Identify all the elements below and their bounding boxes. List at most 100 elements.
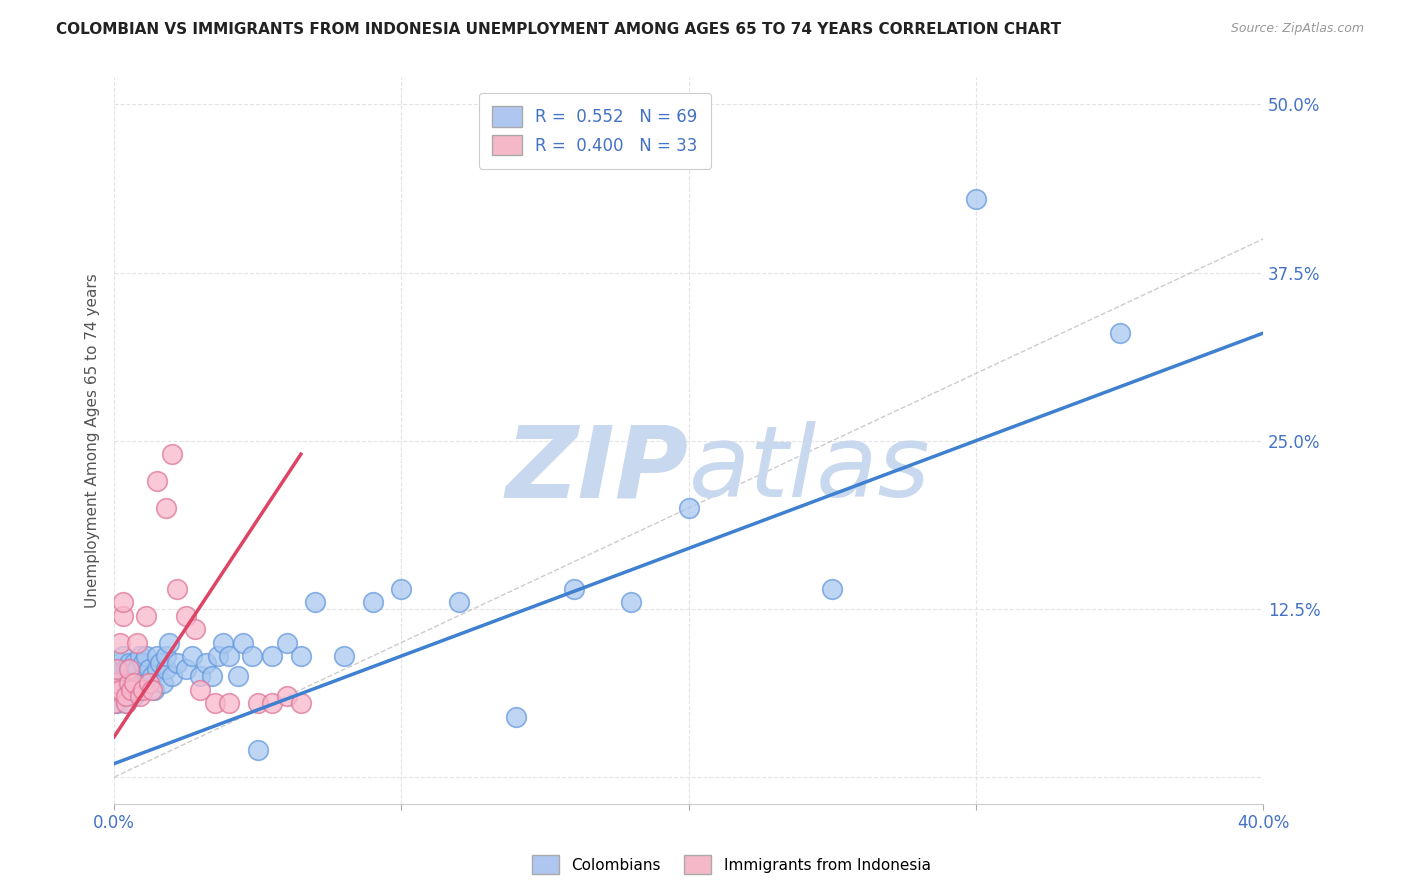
Point <box>124 676 146 690</box>
Point <box>276 690 298 704</box>
Point <box>183 622 205 636</box>
Legend: R =  0.552   N = 69, R =  0.400   N = 33: R = 0.552 N = 69, R = 0.400 N = 33 <box>478 93 711 169</box>
Point <box>195 656 218 670</box>
Point <box>135 648 157 663</box>
Point <box>129 690 152 704</box>
Point <box>117 656 139 670</box>
Point <box>246 743 269 757</box>
Point <box>105 662 128 676</box>
Point <box>276 635 298 649</box>
Point <box>114 696 136 710</box>
Point <box>304 595 326 609</box>
Point <box>103 696 125 710</box>
Point <box>160 447 183 461</box>
Point <box>361 595 384 609</box>
Point <box>212 635 235 649</box>
Point <box>124 656 146 670</box>
Point <box>105 662 128 676</box>
Point <box>105 676 128 690</box>
Point <box>246 696 269 710</box>
Point <box>124 690 146 704</box>
Point <box>141 669 163 683</box>
Point <box>108 682 131 697</box>
Point <box>262 648 284 663</box>
Point <box>391 582 413 596</box>
Text: COLOMBIAN VS IMMIGRANTS FROM INDONESIA UNEMPLOYMENT AMONG AGES 65 TO 74 YEARS CO: COLOMBIAN VS IMMIGRANTS FROM INDONESIA U… <box>56 22 1062 37</box>
Point <box>129 682 152 697</box>
Point <box>127 635 149 649</box>
Point <box>117 676 139 690</box>
Point <box>678 500 700 515</box>
Point <box>190 669 212 683</box>
Point <box>132 656 155 670</box>
Point <box>111 690 134 704</box>
Point <box>111 595 134 609</box>
Y-axis label: Unemployment Among Ages 65 to 74 years: Unemployment Among Ages 65 to 74 years <box>86 273 100 608</box>
Point <box>155 500 177 515</box>
Point <box>141 682 163 697</box>
Point <box>166 656 188 670</box>
Point <box>157 635 180 649</box>
Point <box>111 648 134 663</box>
Point <box>129 648 152 663</box>
Text: ZIP: ZIP <box>506 421 689 518</box>
Point <box>204 696 226 710</box>
Point <box>103 690 125 704</box>
Point <box>138 676 160 690</box>
Point <box>166 582 188 596</box>
Point <box>127 662 149 676</box>
Point <box>562 582 585 596</box>
Point <box>965 192 987 206</box>
Point <box>1108 326 1130 340</box>
Point <box>108 669 131 683</box>
Point <box>174 608 197 623</box>
Point <box>218 648 240 663</box>
Point <box>120 682 142 697</box>
Legend: Colombians, Immigrants from Indonesia: Colombians, Immigrants from Indonesia <box>526 849 936 880</box>
Point <box>226 669 249 683</box>
Point <box>821 582 844 596</box>
Point <box>105 676 128 690</box>
Point <box>108 656 131 670</box>
Point <box>232 635 254 649</box>
Point <box>108 635 131 649</box>
Point <box>124 669 146 683</box>
Point <box>135 608 157 623</box>
Point <box>138 662 160 676</box>
Text: atlas: atlas <box>689 421 931 518</box>
Point <box>132 682 155 697</box>
Point <box>108 682 131 697</box>
Point <box>143 682 166 697</box>
Point <box>146 648 169 663</box>
Point <box>120 662 142 676</box>
Point <box>117 669 139 683</box>
Point <box>333 648 356 663</box>
Point <box>155 648 177 663</box>
Point <box>146 662 169 676</box>
Point <box>135 676 157 690</box>
Point <box>111 662 134 676</box>
Point <box>152 676 174 690</box>
Point <box>620 595 643 609</box>
Point <box>146 474 169 488</box>
Point <box>262 696 284 710</box>
Point <box>207 648 229 663</box>
Point <box>180 648 202 663</box>
Point <box>190 682 212 697</box>
Point <box>149 656 172 670</box>
Point <box>160 669 183 683</box>
Point <box>103 682 125 697</box>
Point <box>505 709 527 723</box>
Point <box>103 682 125 697</box>
Point <box>155 662 177 676</box>
Point <box>120 676 142 690</box>
Point <box>132 669 155 683</box>
Point <box>111 608 134 623</box>
Point <box>117 662 139 676</box>
Point <box>290 648 312 663</box>
Point <box>114 696 136 710</box>
Text: Source: ZipAtlas.com: Source: ZipAtlas.com <box>1230 22 1364 36</box>
Point <box>174 662 197 676</box>
Point <box>201 669 224 683</box>
Point <box>218 696 240 710</box>
